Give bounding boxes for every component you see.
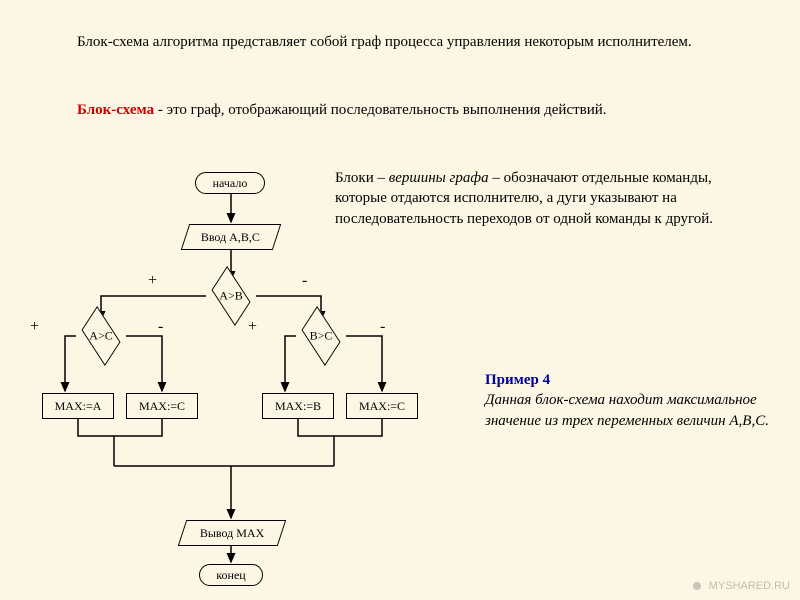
process-max_c2: MAX:=C	[346, 393, 418, 419]
terminator-end: конец	[199, 564, 263, 586]
para2-rest: - это граф, отображающий последовательно…	[154, 102, 606, 118]
decision-d_ac: A>C	[80, 322, 122, 350]
branch-label-ab_plus: +	[148, 272, 157, 290]
term-blokschema: Блок-схема	[77, 102, 154, 118]
process-max_b: MAX:=B	[262, 393, 334, 419]
para3-b: вершины графа	[389, 170, 489, 186]
terminator-start: начало	[195, 172, 265, 194]
branch-label-ab_minus: -	[302, 272, 307, 290]
branch-label-ac_plus: +	[30, 318, 39, 336]
decision-d_bc: B>C	[300, 322, 342, 350]
process-max_a: MAX:=A	[42, 393, 114, 419]
io-input: Ввод A,B,C	[181, 224, 281, 250]
branch-label-ac_minus: -	[158, 318, 163, 336]
watermark: MYSHARED.RU	[692, 580, 790, 592]
flowchart-edges	[0, 0, 800, 600]
branch-label-bc_plus: +	[248, 318, 257, 336]
intro-paragraph-3: Блоки – вершины графа – обозначают отдел…	[335, 168, 765, 229]
process-max_c1: MAX:=C	[126, 393, 198, 419]
intro-paragraph-1: Блок-схема алгоритма представляет собой …	[50, 32, 750, 52]
example-body: Данная блок-схема находит максимальное з…	[485, 390, 785, 431]
decision-d_ab: A>B	[210, 282, 252, 310]
branch-label-bc_minus: -	[380, 318, 385, 336]
para3-a: Блоки –	[335, 170, 389, 186]
io-output: Вывод MAX	[178, 520, 286, 546]
intro-paragraph-2: Блок-схема - это граф, отображающий посл…	[50, 100, 750, 120]
example-block: Пример 4 Данная блок-схема находит макси…	[485, 370, 785, 431]
example-title: Пример 4	[485, 370, 785, 390]
